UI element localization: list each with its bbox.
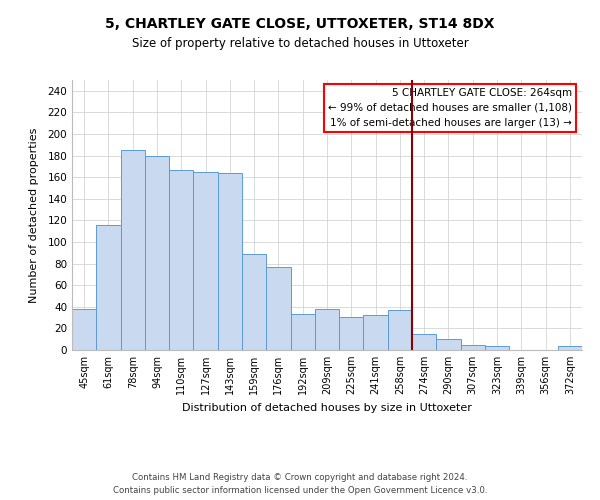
X-axis label: Distribution of detached houses by size in Uttoxeter: Distribution of detached houses by size …	[182, 402, 472, 412]
Y-axis label: Number of detached properties: Number of detached properties	[29, 128, 39, 302]
Bar	[315, 309, 339, 350]
Text: Contains HM Land Registry data © Crown copyright and database right 2024.: Contains HM Land Registry data © Crown c…	[132, 472, 468, 482]
Bar	[121, 150, 145, 350]
Bar	[266, 267, 290, 350]
Text: 5 CHARTLEY GATE CLOSE: 264sqm
← 99% of detached houses are smaller (1,108)
1% of: 5 CHARTLEY GATE CLOSE: 264sqm ← 99% of d…	[328, 88, 572, 128]
Text: Size of property relative to detached houses in Uttoxeter: Size of property relative to detached ho…	[131, 38, 469, 51]
Bar	[290, 314, 315, 350]
Bar	[388, 310, 412, 350]
Bar	[558, 346, 582, 350]
Bar	[436, 339, 461, 350]
Bar	[412, 334, 436, 350]
Bar	[193, 172, 218, 350]
Bar	[218, 173, 242, 350]
Bar	[339, 316, 364, 350]
Bar	[485, 346, 509, 350]
Text: Contains public sector information licensed under the Open Government Licence v3: Contains public sector information licen…	[113, 486, 487, 495]
Bar	[145, 156, 169, 350]
Text: 5, CHARTLEY GATE CLOSE, UTTOXETER, ST14 8DX: 5, CHARTLEY GATE CLOSE, UTTOXETER, ST14 …	[105, 18, 495, 32]
Bar	[96, 224, 121, 350]
Bar	[169, 170, 193, 350]
Bar	[461, 344, 485, 350]
Bar	[242, 254, 266, 350]
Bar	[72, 309, 96, 350]
Bar	[364, 316, 388, 350]
